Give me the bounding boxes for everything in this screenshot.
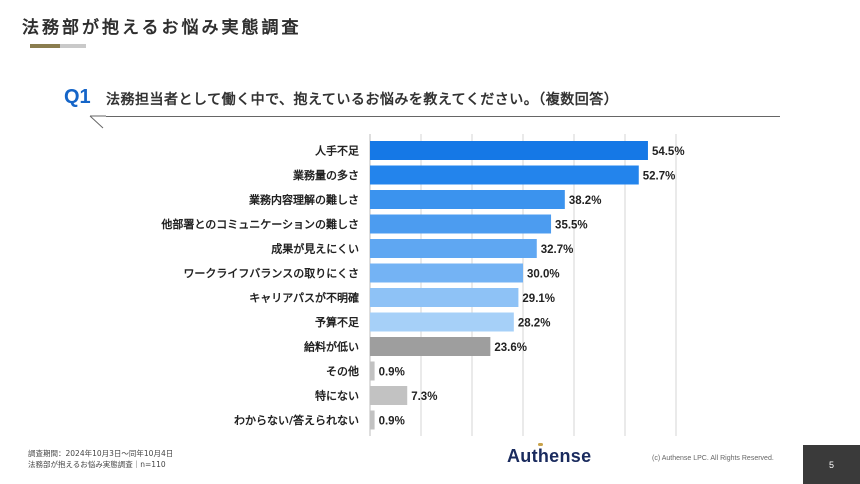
bar [370,263,523,283]
question-text: 法務担当者として働く中で、抱えているお悩みを教えてください。（複数回答） [106,92,619,108]
category-label: 給料が低い [304,340,359,354]
value-label: 0.9% [379,367,405,379]
bar [370,165,639,185]
survey-notes: 調査期間：2024年10月3日〜同年10月4日 法務部が抱えるお悩み実態調査｜n… [28,448,173,470]
bar [370,239,537,258]
category-label: その他 [326,364,359,378]
page-number: 5 [803,445,860,484]
category-label: 業務量の多さ [292,168,359,182]
category-label: 成果が見えにくい [271,242,359,256]
title-underline-accent [30,44,60,48]
bar [370,410,375,430]
question-underline [106,116,780,117]
value-label: 35.5% [555,220,588,232]
category-label: 業務内容理解の難しさ [248,193,359,207]
survey-period: 調査期間：2024年10月3日〜同年10月4日 [28,449,174,458]
bar [370,214,552,234]
value-label: 32.7% [541,244,574,256]
survey-name: 法務部が抱えるお悩み実態調査｜n=110 [28,460,166,469]
value-label: 7.3% [411,391,437,403]
value-label: 28.2% [518,318,551,330]
question-number: Q1 [64,86,91,108]
category-label: 人手不足 [315,144,360,158]
bar [370,361,375,381]
category-label: わからない/答えられない [234,413,359,427]
value-label: 0.9% [379,416,405,428]
copyright: (c) Authense LPC. All Rights Reserved. [652,455,774,462]
category-label: 他部署とのコミュニケーションの難しさ [160,217,359,231]
category-label: ワークライフバランスの取りにくさ [183,267,359,280]
value-label: 54.5% [652,146,685,158]
bar [370,312,514,332]
value-label: 30.0% [527,269,560,281]
bar [370,386,408,405]
bar [370,190,565,209]
bar [370,141,648,160]
category-label: キャリアパスが不明確 [249,291,359,305]
category-label: 特にない [315,389,359,403]
bar [370,337,491,356]
logo-accent-mark [538,443,543,446]
value-label: 23.6% [494,342,527,354]
value-label: 38.2% [569,195,602,207]
category-label: 予算不足 [315,315,360,329]
title-underline [60,44,86,48]
authense-logo: Authense [507,446,592,466]
bar [370,288,519,307]
value-label: 52.7% [643,171,676,183]
value-label: 29.1% [522,293,555,305]
page-title: 法務部が抱えるお悩み実態調査 [22,18,302,38]
